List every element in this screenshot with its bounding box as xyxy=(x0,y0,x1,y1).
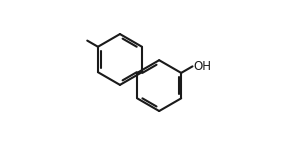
Text: OH: OH xyxy=(193,60,211,73)
